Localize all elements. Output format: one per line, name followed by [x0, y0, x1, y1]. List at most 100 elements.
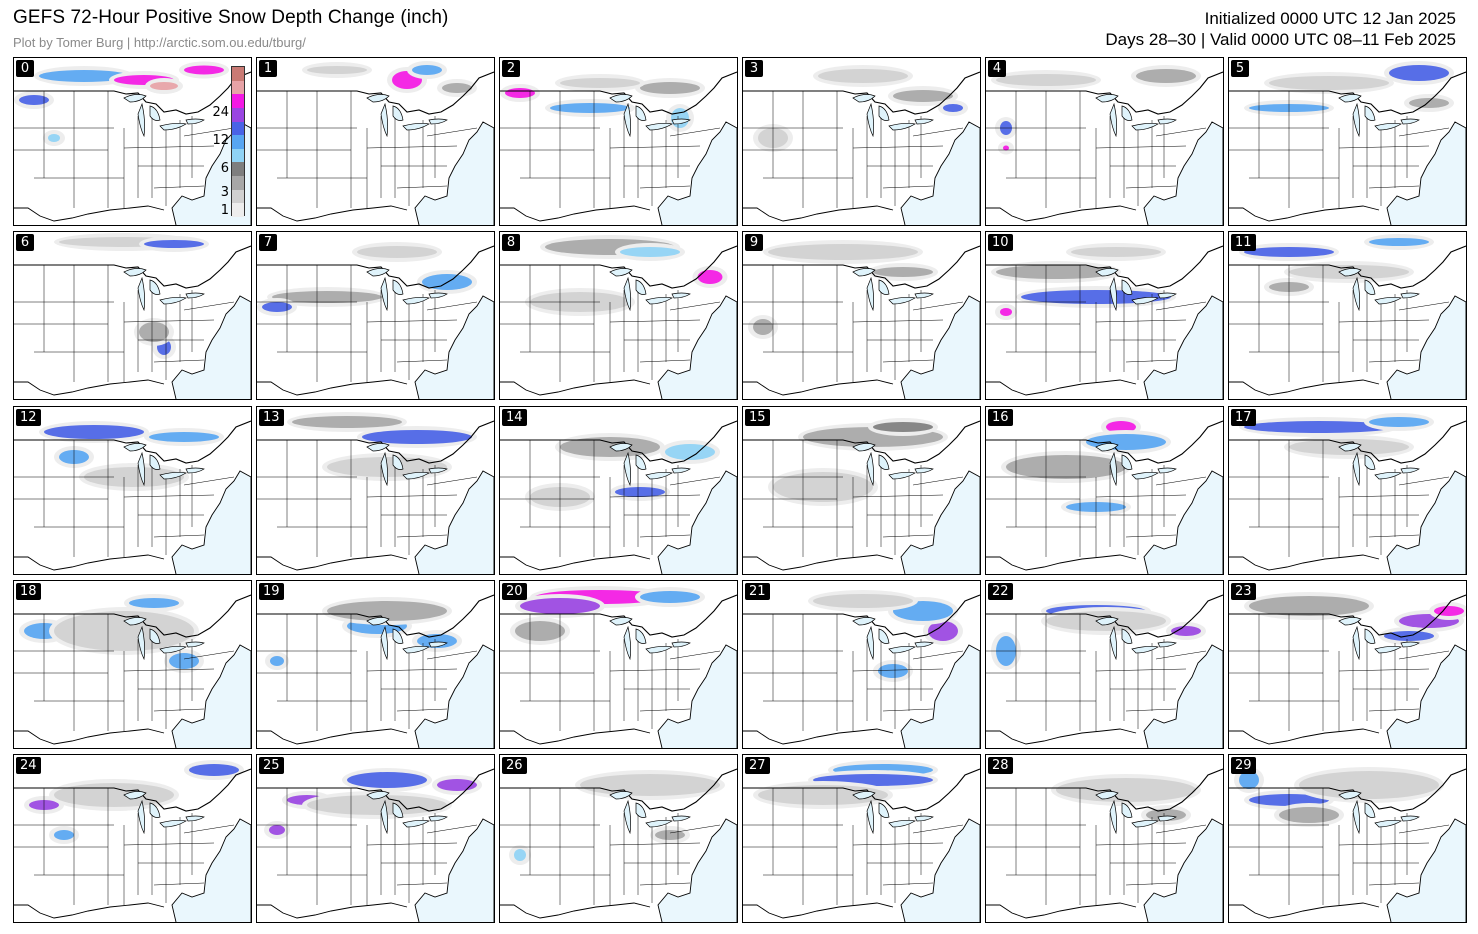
ocean-fill: [901, 819, 980, 922]
valid-time: Days 28–30 | Valid 0000 UTC 08–11 Feb 20…: [1105, 30, 1456, 49]
canada-border: [986, 245, 1223, 289]
member-number: 12: [16, 409, 41, 426]
state-boundaries: [14, 265, 235, 382]
member-panel: 29: [1228, 754, 1467, 923]
colorbar-segment: [232, 67, 244, 82]
great-lake: [878, 628, 890, 644]
atlantic-coastline: [1143, 295, 1223, 399]
snow-depth-area: [150, 82, 178, 90]
great-lake: [392, 279, 404, 295]
great-lake: [185, 467, 205, 474]
member-panel: 0 1 3 6 12 24: [13, 57, 252, 226]
snow-depth-area: [292, 416, 402, 428]
snow-depth-area: [139, 322, 169, 342]
snow-depth-area: [655, 830, 685, 840]
snow-depth-area: [514, 849, 526, 861]
great-lake: [671, 118, 691, 125]
ocean-fill: [1144, 296, 1223, 399]
canada-border: [257, 71, 494, 115]
great-lake: [878, 454, 890, 470]
great-lake: [645, 645, 673, 654]
member-map: [743, 240, 980, 399]
great-lake: [1121, 802, 1133, 818]
member-panel: 14: [499, 406, 738, 575]
canada-border: [14, 245, 251, 289]
atlantic-coastline: [657, 818, 737, 922]
canada-border: [743, 71, 980, 115]
snow-depth-area: [1003, 145, 1009, 151]
ocean-fill: [415, 122, 494, 225]
member-panel: 11: [1228, 231, 1467, 400]
gulf-coastline: [14, 554, 165, 571]
ocean-fill: [172, 471, 251, 574]
gulf-coastline: [257, 728, 408, 745]
member-panel: 21: [742, 580, 981, 749]
snow-depth-area: [943, 104, 963, 112]
snow-depth-area: [1171, 626, 1201, 636]
great-lake: [1338, 268, 1362, 277]
member-map: [986, 768, 1223, 922]
ocean-fill: [1144, 645, 1223, 748]
atlantic-coastline: [657, 644, 737, 748]
great-lake: [1364, 628, 1376, 644]
member-panel: 19: [256, 580, 495, 749]
great-lake: [852, 617, 876, 626]
state-boundaries: [14, 440, 235, 557]
atlantic-coastline: [1143, 470, 1223, 574]
great-lake: [137, 451, 146, 487]
snow-depth-area: [84, 467, 184, 487]
great-lake: [671, 815, 691, 822]
member-panel: 20: [499, 580, 738, 749]
member-number: 9: [745, 234, 763, 251]
state-boundaries: [1229, 91, 1450, 208]
great-lake: [402, 819, 430, 828]
snow-depth-area: [262, 302, 292, 312]
snow-depth-area: [269, 825, 285, 835]
atlantic-coastline: [900, 818, 980, 922]
ocean-fill: [901, 122, 980, 225]
canada-border: [1229, 71, 1466, 115]
great-lake: [1352, 799, 1361, 835]
great-lake: [1374, 471, 1402, 480]
great-lake: [1121, 454, 1133, 470]
state-boundaries: [1229, 614, 1450, 731]
state-boundaries: [1229, 440, 1450, 557]
great-lake: [428, 467, 448, 474]
great-lake: [1400, 118, 1420, 125]
great-lake: [1338, 94, 1362, 103]
atlantic-coastline: [657, 295, 737, 399]
great-lake: [635, 802, 647, 818]
member-map: [500, 420, 737, 574]
state-boundaries: [500, 614, 721, 731]
atlantic-coastline: [171, 470, 251, 574]
member-number: 25: [259, 757, 284, 774]
gulf-coastline: [743, 728, 894, 745]
member-number: 3: [745, 60, 763, 77]
great-lake: [159, 296, 187, 305]
great-lake: [149, 279, 161, 295]
great-lake: [392, 628, 404, 644]
gulf-coastline: [986, 379, 1137, 396]
member-map: [500, 586, 737, 748]
member-map: [986, 65, 1223, 225]
great-lake: [1095, 94, 1119, 103]
snow-depth-area: [813, 594, 913, 608]
atlantic-coastline: [171, 295, 251, 399]
gulf-coastline: [986, 902, 1137, 919]
snow-depth-area: [878, 664, 908, 678]
colorbar-tick-label: 1: [220, 203, 229, 218]
great-lake: [1121, 628, 1133, 644]
atlantic-coastline: [1386, 470, 1466, 574]
great-lake: [623, 276, 632, 312]
great-lake: [914, 118, 934, 125]
member-number: 10: [988, 234, 1013, 251]
member-map: [1229, 413, 1466, 574]
great-lake: [1352, 451, 1361, 487]
great-lake: [888, 471, 916, 480]
colorbar-segment: [232, 135, 244, 150]
ocean-fill: [172, 819, 251, 922]
member-number: 17: [1231, 409, 1256, 426]
member-map: [500, 768, 737, 922]
great-lake: [866, 625, 875, 661]
great-lake: [428, 292, 448, 299]
